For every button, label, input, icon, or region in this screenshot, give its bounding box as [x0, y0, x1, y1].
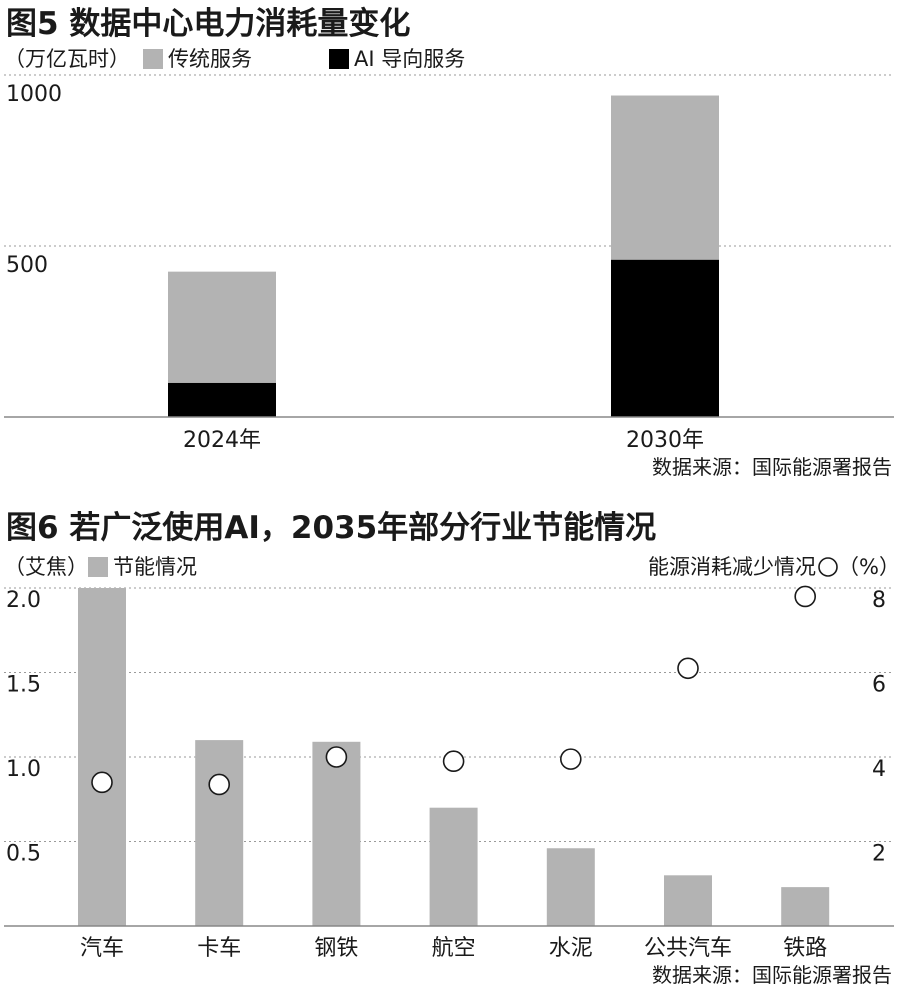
chart6-x-axis: 汽车 卡车 钢铁 航空 水泥 公共汽车 铁路	[80, 936, 827, 961]
chart5-x-axis: 2024年 2030年	[183, 428, 704, 453]
chart6-point	[325, 746, 348, 768]
chart6-right-unit-suffix: （%）	[838, 555, 900, 579]
chart5-bar-segment	[611, 95, 719, 260]
chart6-category-label: 水泥	[549, 936, 593, 961]
chart5-legend-label-ai: AI 导向服务	[354, 47, 465, 71]
chart5-category-label: 2030年	[626, 428, 704, 453]
chart6-category-label: 钢铁	[314, 936, 358, 961]
chart6-right-y-tick-label: 8	[872, 588, 886, 613]
chart5-bar-segment	[168, 382, 276, 417]
chart6-legend-swatch-saving	[88, 557, 108, 577]
chart6-bar	[78, 588, 126, 926]
chart6-left-y-tick-label: 0.5	[6, 842, 41, 867]
chart6-bar	[312, 741, 361, 926]
chart6-title: 图6 若广泛使用AI，2035年部分行业节能情况	[6, 510, 656, 546]
chart5-bar-segment	[168, 271, 276, 383]
chart6-bar	[664, 875, 712, 926]
chart6-category-label: 汽车	[80, 936, 124, 961]
chart5-legend-swatch-traditional	[143, 49, 163, 69]
chart6: 图6 若广泛使用AI，2035年部分行业节能情况 （艾焦） 节能情况 能源消耗减…	[4, 510, 900, 987]
chart5-unit: （万亿瓦时）	[4, 47, 130, 71]
chart5-category-label: 2024年	[183, 428, 261, 453]
chart5-bar-segment	[611, 259, 719, 417]
chart6-left-y-tick-label: 2.0	[6, 588, 41, 613]
chart5-source: 数据来源：国际能源署报告	[652, 455, 892, 479]
chart5-y-tick-label: 1000	[6, 82, 62, 107]
chart6-point	[559, 748, 582, 770]
chart6-point	[442, 750, 465, 773]
chart6-left-y-tick-label: 1.5	[6, 673, 41, 698]
chart6-bar	[195, 740, 244, 926]
chart6-left-y-tick-label: 1.0	[6, 757, 41, 782]
chart6-point	[208, 773, 230, 796]
chart5-legend-swatch-ai	[329, 49, 349, 69]
chart6-left-y-axis: 0.5 1.0 1.5 2.0	[6, 588, 41, 867]
chart5-gridlines	[4, 74, 894, 247]
chart5-legend: （万亿瓦时） 传统服务 AI 导向服务	[4, 47, 465, 71]
chart6-legend-circle-icon	[818, 557, 838, 577]
chart6-right-y-tick-label: 4	[872, 757, 886, 782]
chart6-bar	[781, 887, 830, 926]
chart6-right-unit: 能源消耗减少情况	[648, 555, 816, 579]
chart6-gridlines	[4, 587, 894, 842]
chart6-bars	[78, 588, 830, 926]
chart6-source: 数据来源：国际能源署报告	[652, 963, 892, 987]
chart6-category-label: 卡车	[197, 936, 241, 961]
chart6-right-y-tick-label: 6	[872, 673, 886, 698]
chart5-y-axis: 500 1000	[6, 82, 62, 278]
chart6-bar	[429, 807, 478, 926]
chart6-category-label: 铁路	[783, 936, 827, 961]
chart5-legend-label-traditional: 传统服务	[168, 47, 252, 71]
chart6-bar	[546, 848, 595, 926]
chart6-legend-label-saving: 节能情况	[113, 555, 197, 579]
chart5-title: 图5 数据中心电力消耗量变化	[6, 6, 410, 42]
chart6-point	[794, 585, 817, 608]
chart6-right-y-axis: 2 4 6 8	[872, 588, 886, 867]
chart6-category-label: 公共汽车	[644, 936, 732, 961]
chart6-left-unit: （艾焦）	[4, 555, 88, 579]
chart6-points	[91, 585, 817, 796]
chart6-right-y-tick-label: 2	[872, 842, 886, 867]
chart5-y-tick-label: 500	[6, 253, 48, 278]
chart5-bars	[168, 95, 719, 417]
chart6-point	[677, 657, 699, 680]
chart5: 图5 数据中心电力消耗量变化 （万亿瓦时） 传统服务 AI 导向服务 500 10…	[4, 6, 894, 479]
chart6-point	[91, 771, 113, 794]
chart6-category-label: 航空	[432, 936, 476, 961]
chart6-legend: （艾焦） 节能情况 能源消耗减少情况 （%）	[4, 555, 900, 579]
